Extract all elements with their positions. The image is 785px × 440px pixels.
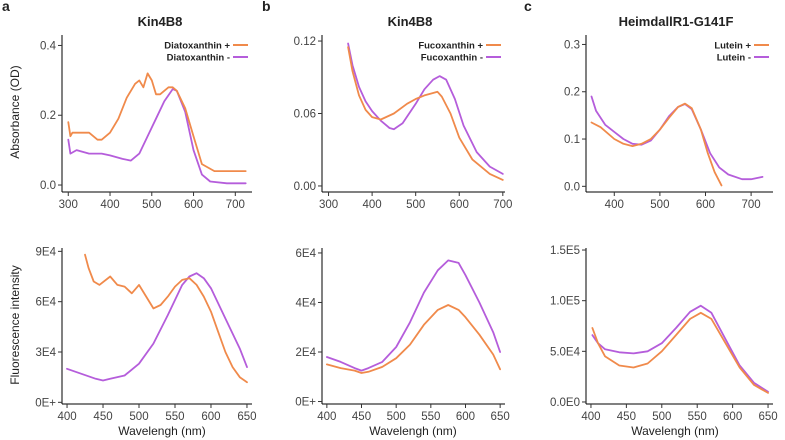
series-line-minus — [66, 272, 248, 382]
y-tick-label: 0.12 — [294, 36, 316, 48]
y-tick-label: 0.3 — [564, 39, 580, 51]
y-tick-label: 6E4 — [36, 297, 57, 309]
x-tick-label: 700 — [742, 199, 761, 211]
series-line-plus — [347, 46, 504, 181]
y-tick-label: 3E4 — [36, 347, 57, 359]
chart-c-top: 400 500 600 700 0.0 0.1 0.2 0.3 Lutein +Lutein - — [564, 35, 773, 211]
x-tick-label: 500 — [129, 411, 148, 423]
y-tick-label: 0.0 — [564, 181, 580, 193]
y-tick-label: 1.0E5 — [550, 296, 580, 308]
x-axis-title-a: Wavelengh (nm) — [118, 424, 206, 438]
plots-layer: 300 400 500 600 700 0.0 0.2 0.4 Diatoxanthin +Di… — [35, 35, 778, 423]
x-tick-label: 600 — [456, 411, 475, 423]
x-tick-label: 700 — [493, 199, 512, 211]
x-tick-label: 500 — [406, 199, 425, 211]
x-tick-label: 600 — [723, 411, 742, 423]
x-tick-label: 400 — [317, 411, 336, 423]
x-tick-label: 450 — [617, 411, 636, 423]
x-tick-label: 500 — [142, 199, 161, 211]
panel-letter-b: b — [262, 0, 271, 14]
series-line-plus — [326, 304, 501, 374]
y-tick-label: 0.2 — [40, 110, 56, 122]
y-tick-label: 0.0 — [40, 180, 56, 192]
x-tick-label: 550 — [421, 411, 440, 423]
y-tick-label: 5.0E4 — [550, 346, 581, 358]
x-tick-label: 500 — [652, 411, 671, 423]
x-tick-label: 400 — [581, 411, 600, 423]
x-tick-label: 500 — [650, 199, 669, 211]
x-tick-label: 500 — [387, 411, 406, 423]
y-axis-title-absorbance: Absorbance (OD) — [8, 65, 22, 158]
x-tick-label: 600 — [696, 199, 715, 211]
series-line-minus — [591, 304, 769, 393]
x-tick-label: 650 — [758, 411, 777, 423]
y-tick-label: 4E4 — [296, 297, 317, 309]
panel-letter-a: a — [2, 0, 10, 14]
y-tick-label: 0.4 — [40, 40, 57, 52]
x-axis-title-c: Wavelengh (nm) — [631, 424, 719, 438]
y-tick-label: 0E+ — [295, 397, 316, 409]
series-line-plus — [590, 102, 723, 187]
chart-a-bottom: 400 450 500 550 600 650 0E+ 3E4 6E4 9E4 — [35, 246, 256, 423]
series-line-plus — [84, 253, 248, 384]
x-tick-label: 300 — [59, 199, 78, 211]
legend-label: Diatoxanthin + — [164, 41, 230, 52]
series-line-minus — [67, 88, 247, 185]
y-tick-label: 9E4 — [36, 246, 57, 258]
x-tick-label: 550 — [165, 411, 184, 423]
x-tick-label: 600 — [450, 199, 469, 211]
x-tick-label: 400 — [57, 411, 76, 423]
x-tick-label: 300 — [319, 199, 338, 211]
y-tick-label: 0E+ — [35, 397, 56, 409]
x-tick-label: 450 — [352, 411, 371, 423]
x-tick-label: 400 — [100, 199, 119, 211]
x-tick-label: 600 — [201, 411, 220, 423]
chart-b-top: 300 400 500 600 700 0.00 0.06 0.12 Fucoxanthin +… — [294, 35, 512, 211]
panel-letter-c: c — [524, 0, 532, 14]
series-line-plus — [67, 72, 247, 172]
y-tick-label: 0.06 — [294, 109, 316, 121]
panel-title-b: Kin4B8 — [388, 14, 433, 29]
legend-label: Lutein - — [717, 53, 751, 64]
y-tick-label: 6E4 — [296, 248, 317, 260]
x-tick-label: 400 — [605, 199, 624, 211]
x-tick-label: 550 — [688, 411, 707, 423]
x-tick-label: 650 — [237, 411, 256, 423]
chart-c-bottom: 400 450 500 550 600 650 0.0E0 5.0E4 1.0E5 1.5E5 — [550, 245, 778, 423]
legend-label: Fucoxanthin + — [418, 41, 483, 52]
series-line-plus — [591, 311, 769, 394]
series-line-minus — [326, 259, 501, 372]
y-tick-label: 0.0E0 — [550, 397, 580, 409]
panel-title-c: HeimdallR1-G141F — [619, 14, 734, 29]
y-tick-label: 0.00 — [294, 181, 316, 193]
y-tick-label: 0.1 — [564, 134, 580, 146]
x-axis-title-b: Wavelengh (nm) — [369, 424, 457, 438]
panel-title-a: Kin4B8 — [138, 14, 183, 29]
chart-a-top: 300 400 500 600 700 0.0 0.2 0.4 Diatoxanthin +Di… — [40, 35, 252, 211]
legend-label: Lutein + — [714, 41, 751, 52]
chart-b-bottom: 400 450 500 550 600 650 0E+ 2E4 4E4 6E4 — [295, 248, 510, 423]
x-tick-label: 700 — [226, 199, 245, 211]
y-tick-label: 0.2 — [564, 87, 580, 99]
y-tick-label: 2E4 — [296, 347, 317, 359]
x-tick-label: 650 — [491, 411, 510, 423]
legend-label: Diatoxanthin - — [167, 53, 230, 64]
series-line-minus — [347, 42, 504, 175]
legend-label: Fucoxanthin - — [421, 53, 483, 64]
y-tick-label: 1.5E5 — [550, 245, 580, 257]
x-tick-label: 600 — [184, 199, 203, 211]
x-tick-label: 450 — [93, 411, 112, 423]
y-axis-title-fluorescence: Fluorescence intensity — [8, 265, 22, 384]
x-tick-label: 400 — [363, 199, 382, 211]
